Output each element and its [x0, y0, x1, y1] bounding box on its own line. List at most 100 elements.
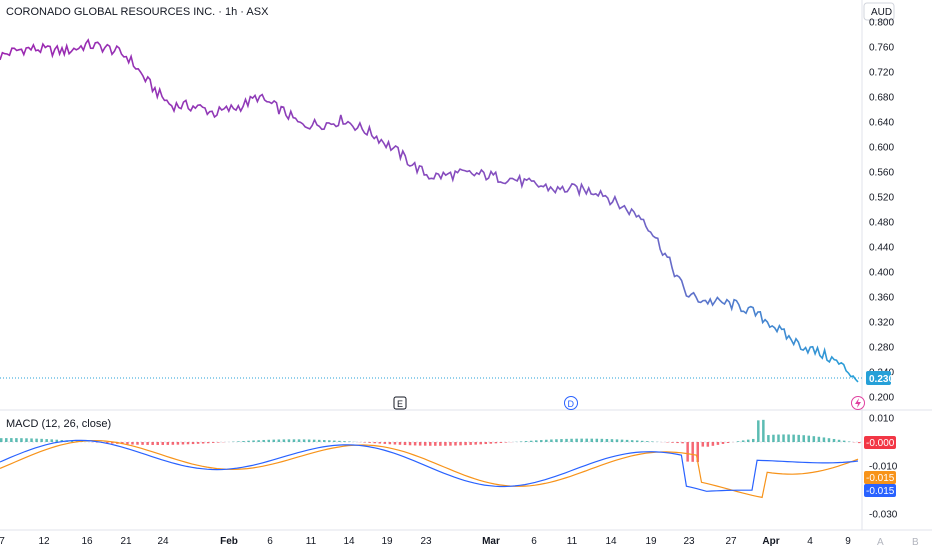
price-series	[0, 38, 859, 383]
price-tick-label: 0.520	[869, 193, 894, 204]
macd-bar	[257, 440, 260, 442]
macd-bar	[630, 440, 634, 442]
macd-bar	[595, 438, 599, 442]
macd-bar	[307, 439, 311, 442]
macd-bar	[45, 439, 48, 442]
earnings-marker[interactable]: E	[393, 396, 407, 410]
macd-bar	[832, 438, 836, 442]
macd-bar	[479, 442, 482, 445]
time-tick-label: 16	[81, 536, 93, 547]
macd-bar	[111, 442, 114, 444]
price-line	[0, 38, 859, 383]
macd-line-badge: -0.015	[864, 484, 896, 497]
macd-bar	[141, 442, 144, 445]
macd-bar	[545, 439, 548, 442]
macd-bar	[444, 442, 447, 446]
macd-bar	[827, 438, 831, 442]
macd-bar	[615, 439, 619, 442]
macd-bar	[469, 442, 472, 445]
macd-bar	[787, 434, 790, 442]
macd-bar	[434, 442, 437, 446]
macd-bar	[706, 442, 710, 447]
macd-bar	[413, 442, 417, 446]
macd-bar	[676, 442, 679, 444]
macd-line-value: -0.015	[866, 486, 895, 497]
macd-bar	[328, 440, 331, 442]
macd-bar	[439, 442, 442, 446]
macd-bar	[5, 438, 8, 442]
macd-bar	[373, 442, 376, 444]
macd-line-series	[0, 439, 859, 492]
macd-bar	[534, 440, 538, 442]
macd-bar	[696, 442, 699, 463]
time-tick-label: 9	[845, 536, 851, 547]
macd-bar	[368, 442, 371, 443]
time-tick-label: 19	[381, 536, 393, 547]
macd-bar	[646, 441, 649, 442]
macd-bar	[752, 438, 755, 442]
macd-bar	[711, 442, 715, 446]
macd-bar	[338, 440, 341, 442]
macd-bar	[323, 440, 326, 442]
time-tick-label: 4	[807, 536, 813, 547]
macd-bar	[398, 442, 402, 445]
macd-bar	[312, 439, 316, 442]
macd-bar	[146, 442, 149, 445]
macd-bar	[605, 438, 609, 442]
macd-bar	[55, 439, 59, 442]
price-tick-label: 0.760	[869, 43, 894, 54]
macd-bar	[282, 439, 286, 442]
macd-bar	[610, 439, 614, 442]
time-tick-label: Mar	[482, 536, 500, 547]
macd-bar	[161, 442, 165, 445]
macd-bar	[186, 442, 190, 445]
currency-badge[interactable]: AUD	[863, 2, 895, 21]
macd-bar	[302, 439, 306, 442]
time-tick-label: 21	[120, 536, 132, 547]
macd-bar	[701, 442, 705, 447]
macd-bar	[15, 438, 18, 442]
time-tick-label: 12	[38, 536, 50, 547]
macd-bar	[736, 441, 740, 442]
macd-bar	[620, 439, 624, 442]
macd-bar	[191, 442, 195, 445]
macd-bar	[767, 435, 770, 442]
time-tick-label: 24	[157, 536, 169, 547]
macd-bar	[201, 442, 205, 444]
macd-bar	[403, 442, 407, 446]
macd-bar	[757, 420, 760, 442]
log-scale-button[interactable]: B	[912, 537, 919, 548]
macd-bar	[423, 442, 427, 446]
price-tick-label: 0.640	[869, 118, 894, 129]
macd-bar	[792, 434, 795, 442]
macd-bar	[287, 439, 291, 442]
macd-bar	[333, 440, 336, 442]
macd-bar	[418, 442, 422, 446]
macd-bar	[348, 441, 351, 442]
macd-bar	[464, 442, 467, 446]
split-icon[interactable]	[851, 396, 865, 410]
macd-bar	[726, 442, 730, 444]
macd-bar	[277, 439, 281, 442]
macd-signal-line	[0, 440, 859, 499]
macd-bar	[25, 438, 28, 442]
last-price-badge: 0.230	[866, 371, 894, 385]
auto-scale-button[interactable]: A	[877, 537, 884, 548]
macd-bar	[343, 441, 346, 442]
macd-bar	[50, 439, 53, 442]
time-tick-label: 14	[605, 536, 617, 547]
macd-bar	[474, 442, 477, 445]
macd-bar	[292, 439, 296, 442]
dividend-marker[interactable]: D	[564, 396, 578, 410]
time-tick-label: 27	[725, 536, 737, 547]
macd-bar	[585, 438, 588, 442]
price-tick-label: 0.680	[869, 93, 894, 104]
macd-signal-badge: -0.015	[864, 471, 896, 484]
macd-tick-label: 0.010	[869, 414, 894, 425]
macd-bar	[267, 439, 270, 442]
macd-bar	[555, 439, 558, 442]
macd-tick-label: -0.030	[869, 510, 898, 521]
macd-bar	[590, 438, 594, 442]
price-tick-label: 0.400	[869, 268, 894, 279]
macd-bar	[635, 440, 639, 442]
